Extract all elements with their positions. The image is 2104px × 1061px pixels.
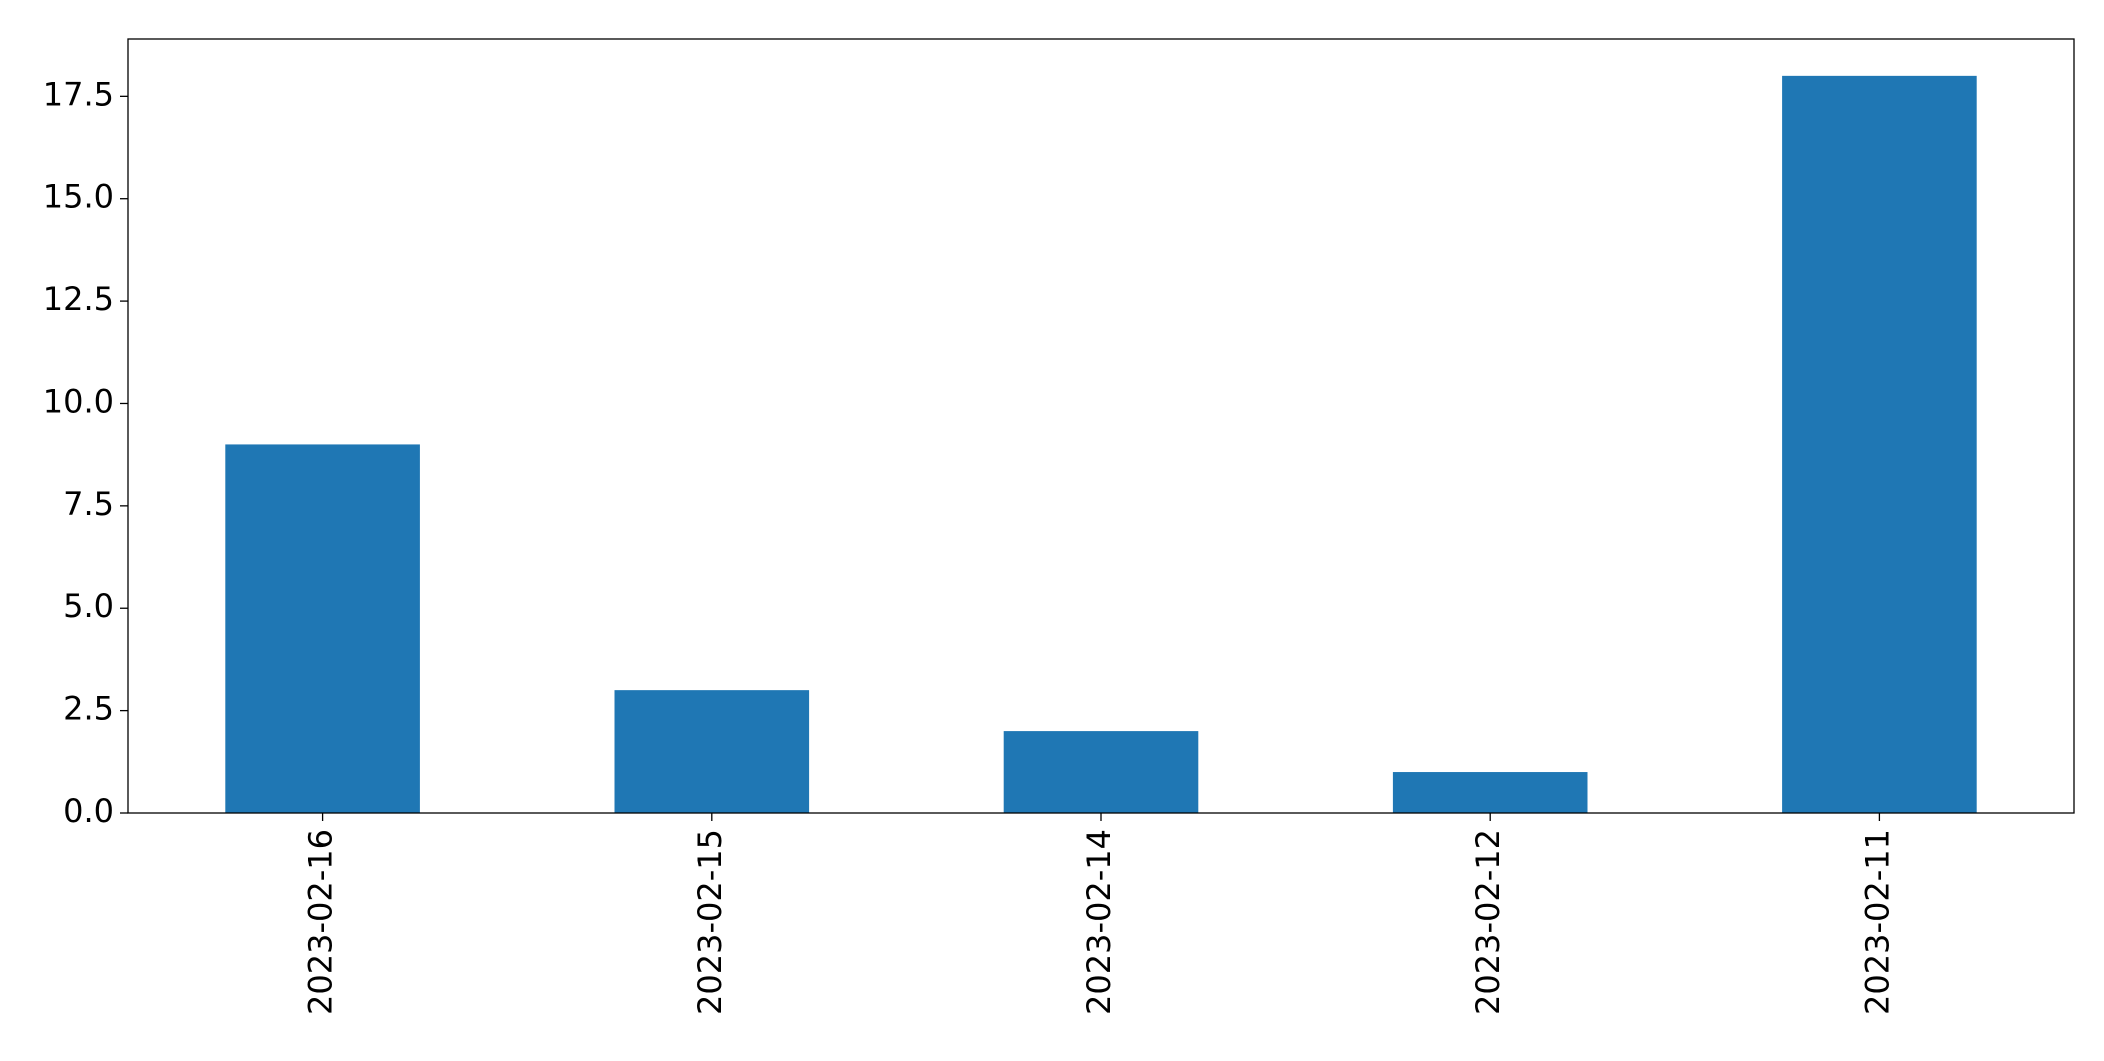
x-tick-label: 2023-02-14: [1080, 829, 1118, 1015]
bar: [1782, 75, 1977, 814]
y-tick-label: 12.5: [43, 280, 114, 318]
y-tick-label: 15.0: [43, 178, 114, 216]
bar: [1392, 772, 1588, 813]
y-tick-label: 0.0: [63, 792, 114, 830]
y-tick-label: 7.5: [63, 485, 114, 523]
y-tick-label: 2.5: [63, 690, 114, 728]
y-tick-label: 17.5: [43, 75, 114, 113]
bar: [1003, 731, 1199, 813]
x-tick-label: 2023-02-16: [302, 829, 340, 1015]
x-tick-label: 2023-02-11: [1858, 829, 1896, 1015]
y-tick-label: 10.0: [43, 382, 114, 420]
bar: [614, 690, 810, 813]
x-tick-label: 2023-02-15: [691, 829, 729, 1015]
plot-frame: [127, 38, 2075, 814]
x-tick-label: 2023-02-12: [1469, 829, 1507, 1015]
y-tick-label: 5.0: [63, 587, 114, 625]
bar: [225, 444, 420, 813]
